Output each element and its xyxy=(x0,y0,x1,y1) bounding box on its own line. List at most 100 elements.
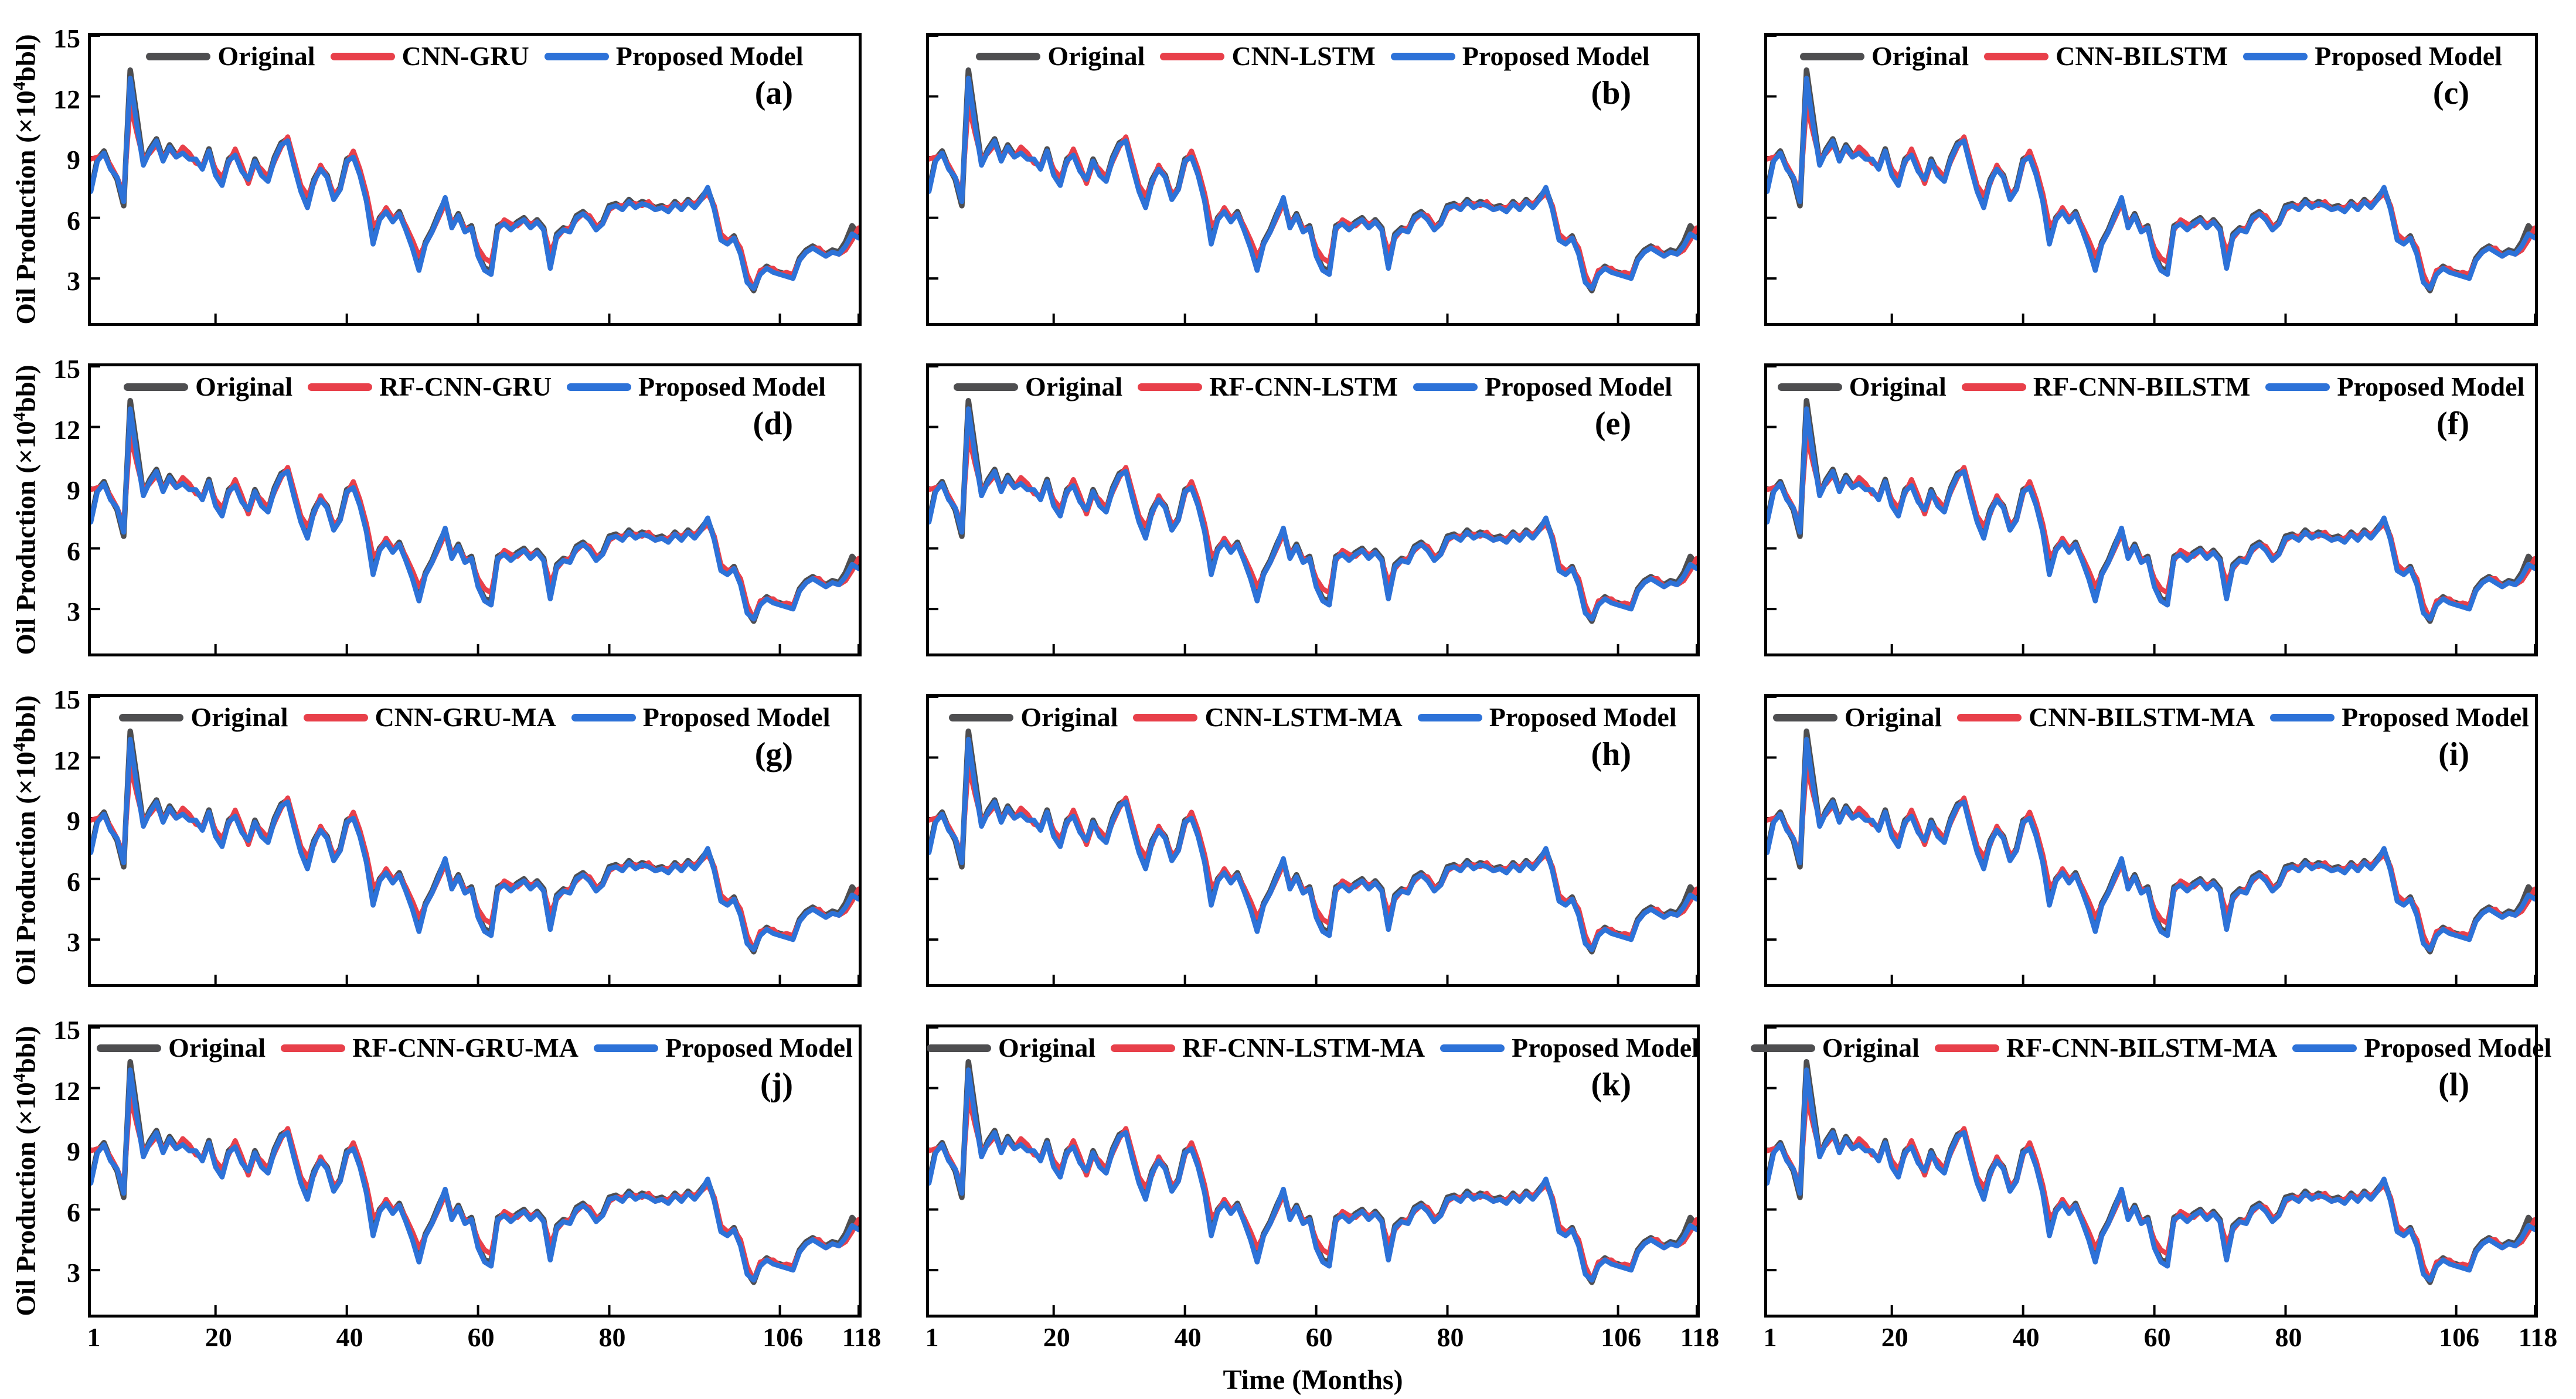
series-proposed-line xyxy=(91,406,859,622)
plot-area xyxy=(1767,1027,2535,1315)
plot-area xyxy=(91,36,859,323)
y-tick-label: 3 xyxy=(67,927,80,958)
y-axis-title: Oil Production (×104bbl) xyxy=(9,695,42,986)
y-axis-title: Oil Production (×104bbl) xyxy=(9,365,42,655)
plot-area xyxy=(1767,36,2535,323)
x-tick-label: 118 xyxy=(2518,1322,2558,1352)
axis-ticks xyxy=(1767,36,2535,323)
axis-ticks xyxy=(91,697,859,984)
y-tick-label: 6 xyxy=(67,866,80,897)
y-tick-label: 3 xyxy=(67,597,80,627)
x-tick-label: 20 xyxy=(1881,1322,1908,1352)
y-tick-label: 9 xyxy=(67,1136,80,1167)
series-proposed-line xyxy=(1767,737,2535,952)
subplot-j: Original RF-CNN-GRU-MA Proposed Model (j… xyxy=(53,1017,881,1351)
panel-letter: (d) xyxy=(753,406,793,442)
y-tick-label: 15 xyxy=(53,1015,80,1045)
x-tick-label: 1 xyxy=(1763,1322,1777,1352)
panel-letter: (a) xyxy=(754,75,793,111)
axis-ticks xyxy=(929,1027,1697,1315)
plot-area xyxy=(929,697,1697,984)
y-axis-title: Oil Production (×104bbl) xyxy=(9,34,42,325)
x-tick-label: 106 xyxy=(2439,1322,2480,1352)
series-proposed-line xyxy=(929,406,1697,622)
y-tick-label: 6 xyxy=(67,205,80,236)
panel-letter: (i) xyxy=(2438,736,2469,772)
y-tick-label: 6 xyxy=(67,1197,80,1227)
panel-letter: (c) xyxy=(2432,75,2469,111)
plot-area xyxy=(1767,366,2535,653)
x-tick-label: 20 xyxy=(205,1322,232,1352)
plot-area xyxy=(91,1027,859,1315)
panel-letter: (h) xyxy=(1591,736,1631,772)
plot-area xyxy=(929,36,1697,323)
series-proposed-line xyxy=(91,76,859,291)
y-tick-label: 12 xyxy=(53,414,80,445)
subplot-i: Original CNN-BILSTM-MA Proposed Model (i… xyxy=(1764,694,2538,987)
x-tick-label: 40 xyxy=(2012,1322,2040,1352)
series-proposed-line xyxy=(1767,76,2535,291)
y-tick-label: 12 xyxy=(53,1075,80,1106)
x-tick-label: 1 xyxy=(87,1322,101,1352)
panel-letter: (l) xyxy=(2438,1067,2469,1103)
subplot-g: Original CNN-GRU-MA Proposed Model (g) 3… xyxy=(53,686,862,987)
axis-ticks xyxy=(91,1027,859,1315)
x-tick-label: 40 xyxy=(336,1322,363,1352)
panel-letter: (g) xyxy=(754,736,793,772)
plot-area xyxy=(91,366,859,653)
y-tick-label: 15 xyxy=(53,354,80,384)
x-tick-label: 60 xyxy=(2143,1322,2171,1352)
panel-letter: (e) xyxy=(1594,406,1631,442)
plot-area xyxy=(91,697,859,984)
x-tick-label: 118 xyxy=(842,1322,882,1352)
x-tick-label: 40 xyxy=(1174,1322,1202,1352)
plot-area xyxy=(929,366,1697,653)
series-proposed-line xyxy=(91,1067,859,1283)
x-tick-label: 106 xyxy=(1601,1322,1642,1352)
x-tick-label: 60 xyxy=(1305,1322,1333,1352)
series-proposed-line xyxy=(929,737,1697,952)
subplot-f: Original RF-CNN-BILSTM Proposed Model (f… xyxy=(1764,363,2538,656)
x-tick-label: 80 xyxy=(1437,1322,1464,1352)
y-tick-label: 3 xyxy=(67,266,80,297)
x-tick-label: 80 xyxy=(598,1322,626,1352)
subplot-b: Original CNN-LSTM Proposed Model (b) xyxy=(926,33,1700,326)
axis-ticks xyxy=(1767,366,2535,653)
axis-ticks xyxy=(1767,697,2535,984)
x-tick-label: 80 xyxy=(2275,1322,2302,1352)
x-tick-label: 118 xyxy=(1680,1322,1720,1352)
plot-area xyxy=(929,1027,1697,1315)
axis-ticks xyxy=(929,366,1697,653)
panel-letter: (f) xyxy=(2437,406,2469,442)
axis-ticks xyxy=(1767,1027,2535,1315)
series-proposed-line xyxy=(929,1067,1697,1283)
subplot-d: Original RF-CNN-GRU Proposed Model (d) 3… xyxy=(53,356,862,656)
series-proposed-line xyxy=(91,737,859,952)
panel-letter: (b) xyxy=(1591,75,1631,111)
figure-row-4: Oil Production (×104bbl) Original RF-CNN… xyxy=(0,1017,2576,1351)
y-tick-label: 6 xyxy=(67,536,80,566)
axis-ticks xyxy=(91,36,859,323)
y-axis-title: Oil Production (×104bbl) xyxy=(9,1026,42,1316)
x-axis-title: Time (Months) xyxy=(1223,1364,1403,1395)
series-proposed-line xyxy=(1767,406,2535,622)
y-tick-label: 9 xyxy=(67,145,80,175)
figure-row-1: Oil Production (×104bbl) Original CNN-GR… xyxy=(0,25,2576,326)
x-tick-label: 60 xyxy=(467,1322,495,1352)
axis-ticks xyxy=(91,366,859,653)
subplot-c: Original CNN-BILSTM Proposed Model (c) xyxy=(1764,33,2538,326)
y-tick-label: 15 xyxy=(53,23,80,53)
axis-ticks xyxy=(929,697,1697,984)
subplot-k: Original RF-CNN-LSTM-MA Proposed Model (… xyxy=(925,1024,1719,1351)
plot-area xyxy=(1767,697,2535,984)
x-tick-label: 1 xyxy=(925,1322,939,1352)
y-tick-label: 3 xyxy=(67,1258,80,1288)
figure-row-3: Oil Production (×104bbl) Original CNN-GR… xyxy=(0,686,2576,987)
y-tick-label: 12 xyxy=(53,84,80,114)
series-proposed-line xyxy=(929,76,1697,291)
x-tick-label: 106 xyxy=(763,1322,804,1352)
panel-letter: (k) xyxy=(1591,1067,1631,1103)
y-tick-label: 12 xyxy=(53,745,80,775)
